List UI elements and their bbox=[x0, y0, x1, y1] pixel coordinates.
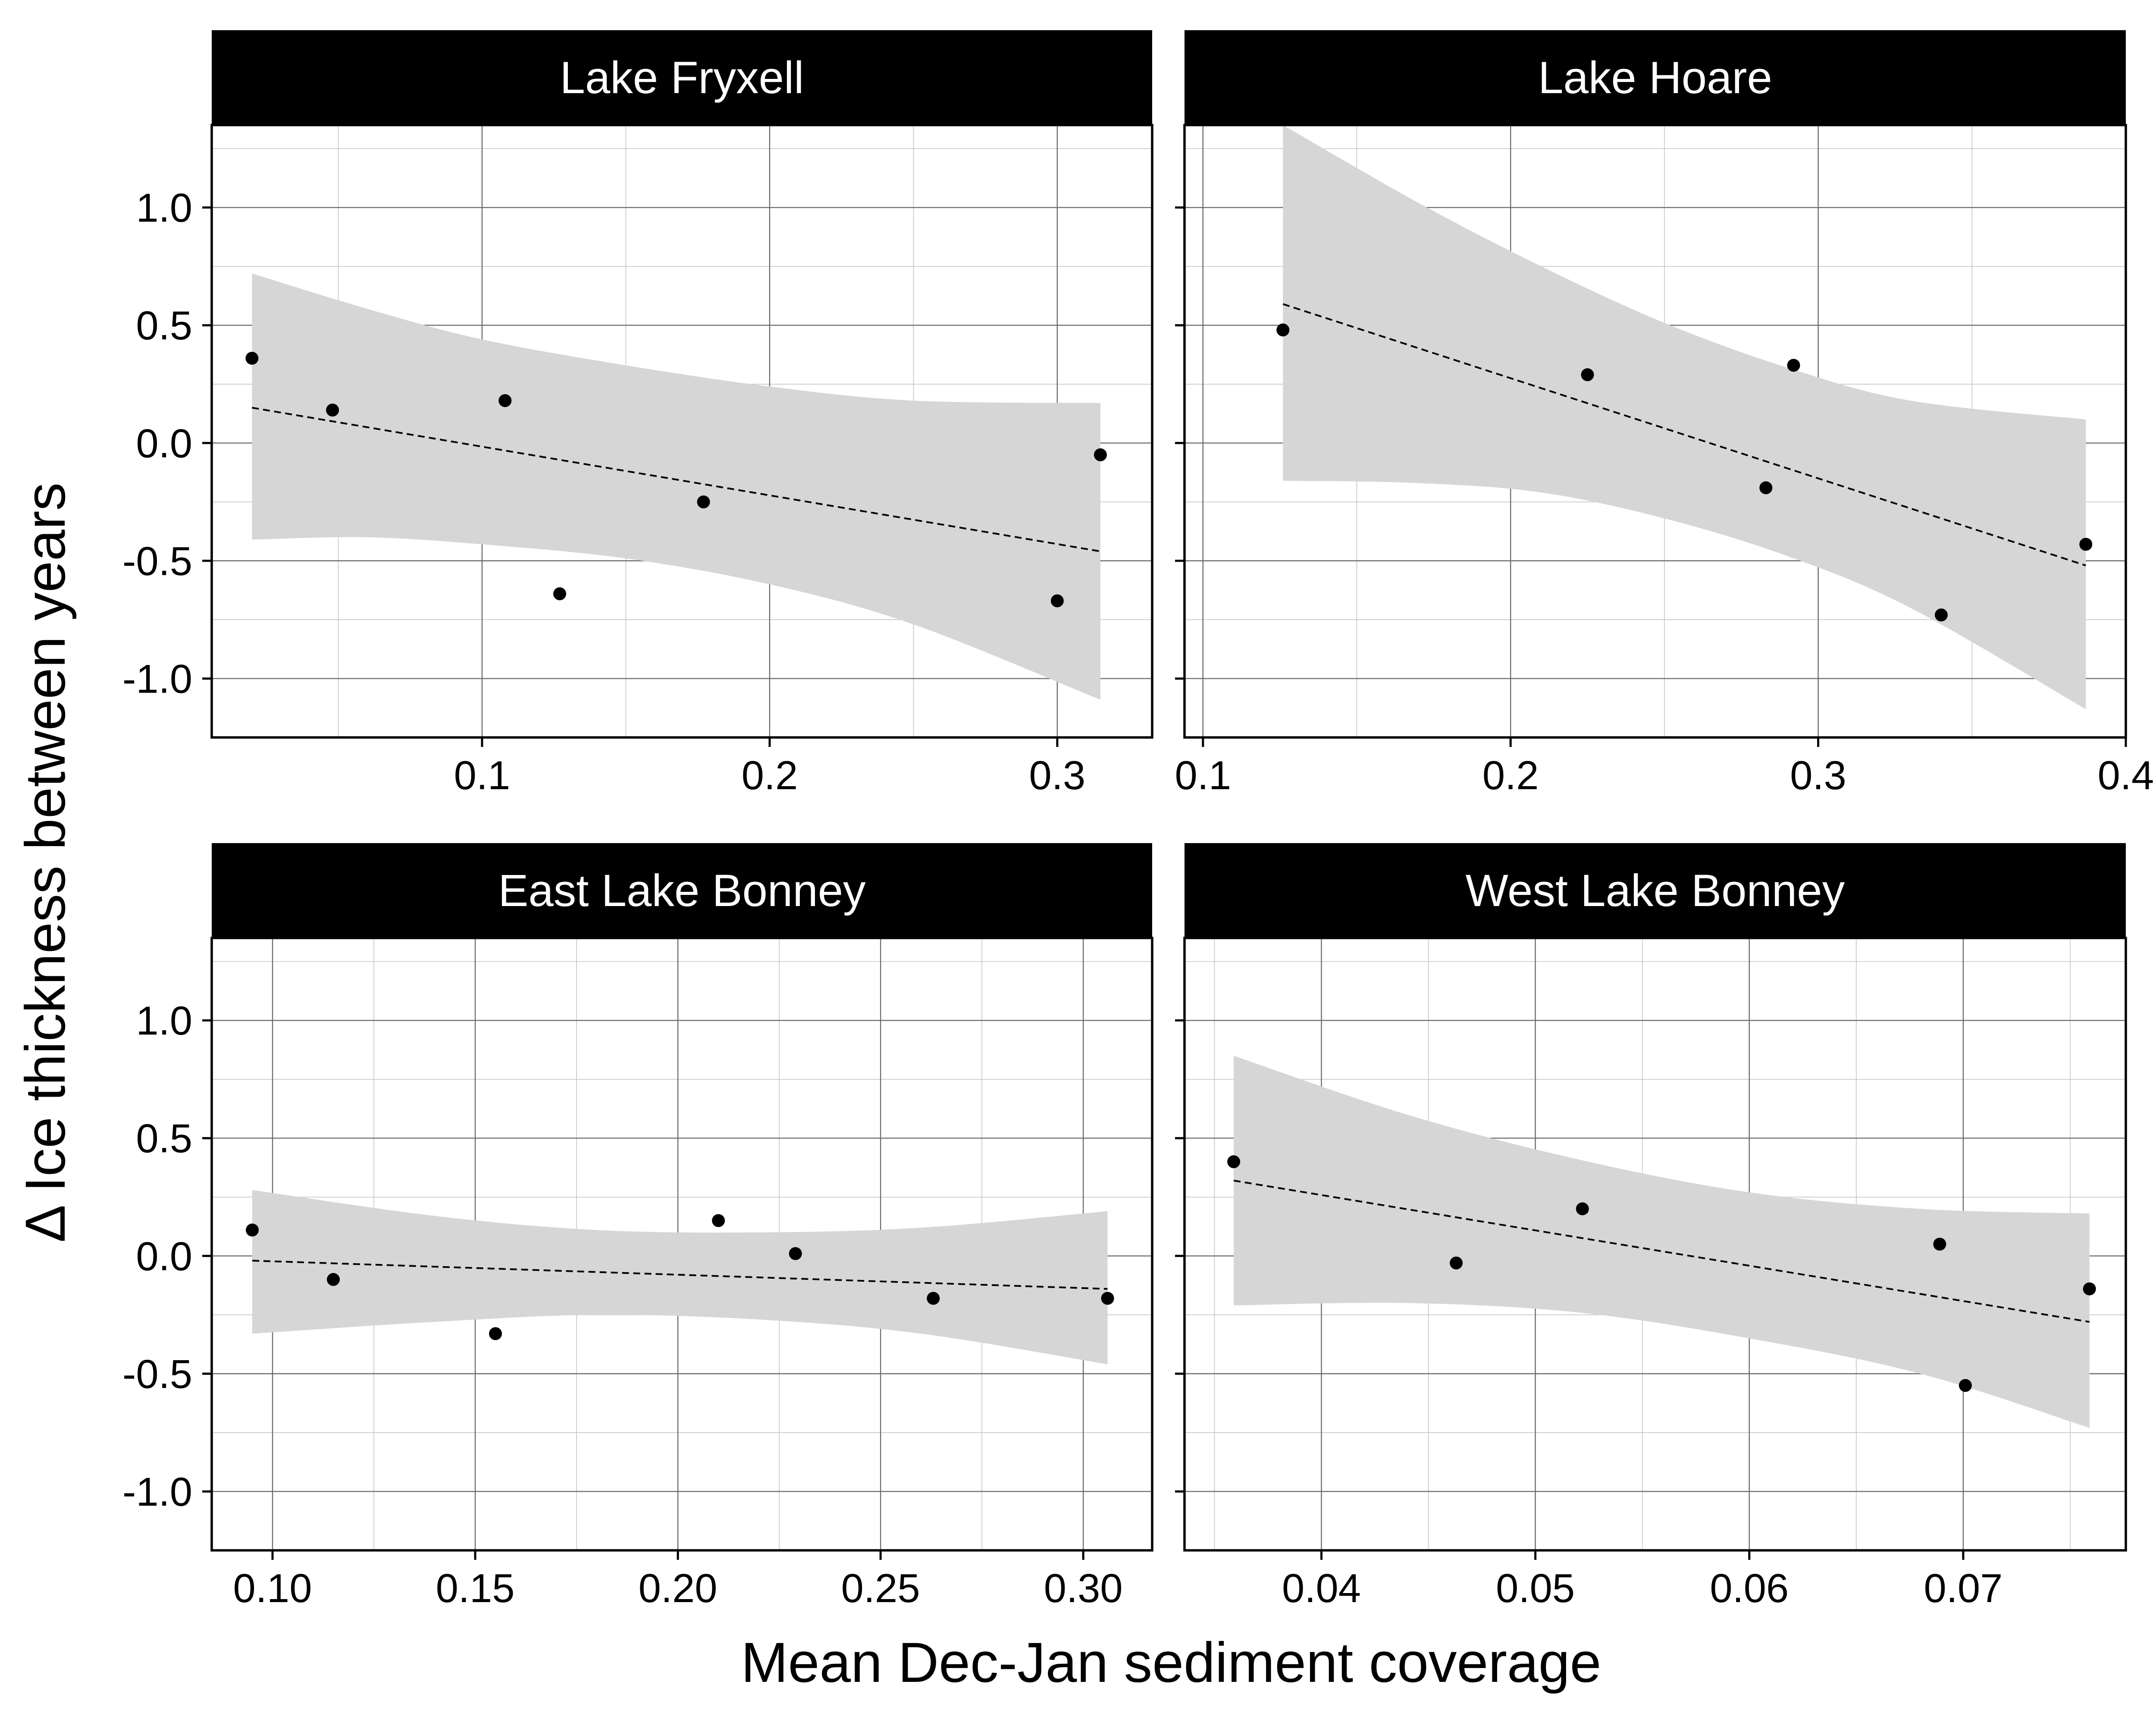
x-tick-label: 0.04 bbox=[1282, 1565, 1361, 1611]
data-point bbox=[326, 403, 339, 417]
y-tick-label: -1.0 bbox=[122, 1469, 192, 1514]
strip-header bbox=[1185, 843, 2126, 938]
panel-west-bonney: West Lake Bonney 0.04 0.05 0.06 0.07 bbox=[1175, 843, 2127, 1611]
x-tick-label: 0.2 bbox=[742, 753, 798, 798]
data-point bbox=[246, 1223, 259, 1237]
data-point bbox=[1576, 1202, 1589, 1216]
y-tick-label: 0.0 bbox=[136, 1233, 192, 1279]
panel-fryxell: Lake Fryxell -1.0 -0.5 0.0 0.5 1.0 0.1 0.2 0.3 bbox=[122, 30, 1153, 798]
data-point bbox=[1227, 1155, 1241, 1168]
data-point bbox=[1787, 359, 1800, 372]
panel-hoare: Lake Hoare 0.1 0.2 0.3 0.4 bbox=[1175, 30, 2154, 798]
panel-title: West Lake Bonney bbox=[1466, 866, 1845, 916]
x-tick-label: 0.20 bbox=[639, 1565, 718, 1611]
data-point bbox=[327, 1273, 340, 1286]
data-point bbox=[1450, 1256, 1463, 1270]
data-point bbox=[789, 1247, 802, 1260]
regression-line bbox=[1233, 1179, 2090, 1323]
x-axis-title: Mean Dec-Jan sediment coverage bbox=[741, 1631, 1601, 1694]
data-point bbox=[1101, 1292, 1114, 1305]
y-axis-title: Δ Ice thickness between years bbox=[13, 483, 77, 1242]
data-point bbox=[1959, 1379, 1972, 1392]
data-point bbox=[489, 1327, 502, 1340]
x-tick-label: 0.1 bbox=[454, 753, 511, 798]
panels-layer: Lake Fryxell-1.0-0.50.00.51.00.1 0.2 0.3La… bbox=[122, 30, 2154, 1611]
y-tick-label: 0.5 bbox=[136, 1116, 192, 1161]
plot-area-fryxell bbox=[212, 125, 1152, 737]
plot-area-hoare bbox=[1185, 125, 2126, 737]
data-point bbox=[1934, 608, 1948, 621]
regression-line bbox=[252, 1260, 1108, 1290]
x-tick-label: 0.3 bbox=[1029, 753, 1086, 798]
data-point bbox=[697, 495, 710, 508]
data-point bbox=[1276, 323, 1290, 337]
data-point bbox=[498, 394, 512, 407]
data-point bbox=[2079, 538, 2093, 551]
data-point bbox=[1581, 368, 1594, 381]
x-tick-label: 0.06 bbox=[1710, 1565, 1789, 1611]
x-tick-label: 0.4 bbox=[2098, 753, 2154, 798]
strip-header bbox=[212, 30, 1152, 125]
confidence-band bbox=[1283, 125, 2086, 709]
x-tick-label: 0.25 bbox=[841, 1565, 920, 1611]
plot-area-west-bonney bbox=[1185, 938, 2126, 1550]
x-tick-label: 0.3 bbox=[1790, 753, 1846, 798]
x-tick-label: 0.15 bbox=[436, 1565, 515, 1611]
plot-area-east-bonney bbox=[212, 938, 1152, 1550]
confidence-band bbox=[1234, 1056, 2090, 1428]
x-tick-label: 0.10 bbox=[233, 1565, 312, 1611]
confidence-band bbox=[252, 273, 1100, 700]
data-point bbox=[553, 587, 567, 600]
y-tick-label: -1.0 bbox=[122, 656, 192, 701]
confidence-band bbox=[252, 1190, 1108, 1364]
data-point bbox=[1933, 1238, 1946, 1251]
panel-east-bonney: East Lake Bonney -1.0 -0.5 0.0 0.5 1.0 0.10 0.1… bbox=[122, 843, 1153, 1611]
y-tick-label: -0.5 bbox=[122, 1351, 192, 1396]
regression-line bbox=[1282, 303, 2086, 567]
strip-header bbox=[212, 843, 1152, 938]
panel-title: Lake Fryxell bbox=[560, 53, 804, 103]
panel-title: Lake Hoare bbox=[1538, 53, 1772, 103]
y-tick-label: 1.0 bbox=[136, 185, 192, 230]
data-point bbox=[1094, 448, 1107, 461]
data-point bbox=[245, 351, 259, 365]
x-tick-label: 0.30 bbox=[1044, 1565, 1123, 1611]
strip-header bbox=[1185, 30, 2126, 125]
y-tick-label: 1.0 bbox=[136, 998, 192, 1043]
x-tick-label: 0.2 bbox=[1482, 753, 1539, 798]
regression-line bbox=[252, 407, 1101, 552]
x-tick-label: 0.05 bbox=[1496, 1565, 1575, 1611]
data-point bbox=[1759, 481, 1773, 495]
x-tick-label: 0.1 bbox=[1175, 753, 1231, 798]
data-point bbox=[1050, 594, 1064, 608]
y-tick-label: 0.5 bbox=[136, 303, 192, 348]
data-point bbox=[927, 1292, 940, 1305]
x-tick-label: 0.07 bbox=[1924, 1565, 2002, 1611]
data-point bbox=[2083, 1282, 2096, 1295]
panel-title: East Lake Bonney bbox=[498, 866, 866, 916]
y-tick-label: -0.5 bbox=[122, 538, 192, 583]
data-point bbox=[712, 1214, 725, 1227]
y-tick-label: 0.0 bbox=[136, 420, 192, 466]
